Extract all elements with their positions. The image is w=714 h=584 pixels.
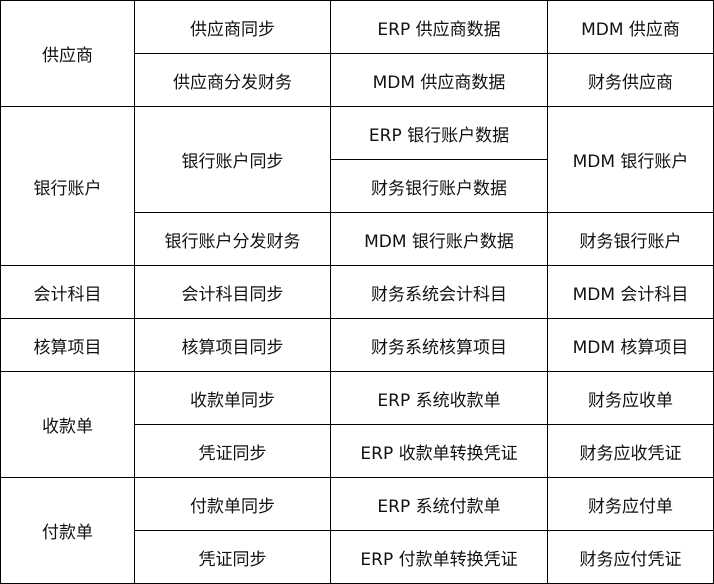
table-row: 收款单 收款单同步 ERP 系统收款单 财务应收单: [0, 371, 714, 478]
source-cell: ERP 系统付款单: [330, 477, 548, 531]
sync-cell: 银行账户分发财务: [134, 212, 331, 266]
table-row: 付款单 付款单同步 ERP 系统付款单 财务应付单: [0, 477, 714, 584]
source-cell: MDM 银行账户数据: [330, 212, 548, 266]
category-cell: 供应商: [0, 0, 135, 107]
sync-cell: 银行账户同步: [134, 106, 331, 213]
table-row: 会计科目 会计科目同步 财务系统会计科目 MDM 会计科目: [0, 265, 714, 319]
sync-cell: 凭证同步: [134, 424, 331, 478]
sync-cell: 会计科目同步: [134, 265, 331, 319]
target-cell: 财务应收凭证: [547, 424, 714, 478]
category-cell: 核算项目: [0, 318, 135, 372]
source-cell: MDM 供应商数据: [330, 53, 548, 107]
category-cell: 收款单: [0, 371, 135, 478]
category-cell: 银行账户: [0, 106, 135, 266]
table-row: 核算项目 核算项目同步 财务系统核算项目 MDM 核算项目: [0, 318, 714, 372]
target-cell: MDM 供应商: [547, 0, 714, 54]
table-row: 银行账户分发财务 MDM 银行账户数据 财务银行账户: [1, 212, 714, 266]
target-cell: MDM 会计科目: [547, 265, 714, 319]
target-cell: 财务供应商: [547, 53, 714, 107]
sync-cell: 供应商分发财务: [134, 53, 331, 107]
source-cell: ERP 银行账户数据: [330, 106, 548, 160]
target-cell: 财务应付单: [547, 477, 714, 531]
sync-cell: 凭证同步: [134, 530, 331, 584]
sync-cell: 核算项目同步: [134, 318, 331, 372]
table-row: 财务银行账户数据: [1, 159, 714, 213]
source-cell: ERP 供应商数据: [330, 0, 548, 54]
source-cell: 财务银行账户数据: [330, 159, 548, 213]
table-row: 供应商 供应商同步 ERP 供应商数据 MDM 供应商: [0, 0, 714, 107]
source-cell: ERP 系统收款单: [330, 371, 548, 425]
source-cell: ERP 收款单转换凭证: [330, 424, 548, 478]
sync-cell: 供应商同步: [134, 0, 331, 54]
target-cell: MDM 银行账户: [547, 106, 714, 213]
target-cell: 财务银行账户: [547, 212, 714, 266]
source-cell: ERP 付款单转换凭证: [330, 530, 548, 584]
sync-cell: 付款单同步: [134, 477, 331, 531]
table-row: 供应商分发财务 MDM 供应商数据 财务供应商: [1, 53, 714, 107]
target-cell: MDM 核算项目: [547, 318, 714, 372]
source-cell: 财务系统会计科目: [330, 265, 548, 319]
sync-cell: 收款单同步: [134, 371, 331, 425]
source-cell: 财务系统核算项目: [330, 318, 548, 372]
target-cell: 财务应付凭证: [547, 530, 714, 584]
table-row: 凭证同步 ERP 收款单转换凭证 财务应收凭证: [1, 424, 714, 478]
table-row: 凭证同步 ERP 付款单转换凭证 财务应付凭证: [1, 530, 714, 584]
category-cell: 会计科目: [0, 265, 135, 319]
category-cell: 付款单: [0, 477, 135, 584]
target-cell: 财务应收单: [547, 371, 714, 425]
table-row: 银行账户 银行账户同步 ERP 银行账户数据 MDM 银行账户: [0, 106, 714, 266]
